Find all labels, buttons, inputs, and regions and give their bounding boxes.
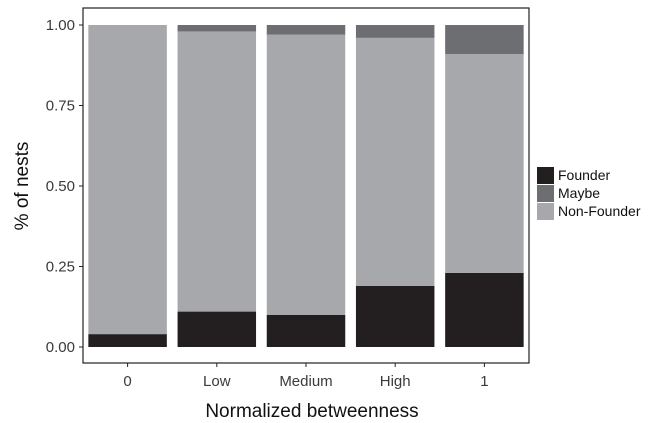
y-tick-label: 0.75 [46,98,75,115]
legend-key-founder [537,167,554,184]
bar-low-maybe [177,25,257,32]
legend-label-non-founder: Non-Founder [558,203,641,219]
x-tick-label-1: 1 [480,373,488,390]
x-axis: 0 Low Medium High 1 [123,363,489,390]
bar-1-founder [445,272,524,347]
bar-high-founder [355,285,435,347]
x-axis-title: Normalized betweenness [205,401,418,422]
bar-1-non-founder [445,53,524,273]
y-tick-label: 0.50 [46,178,75,195]
x-tick-label-medium: Medium [279,373,332,390]
bar-low-non-founder [177,31,257,312]
bar-high-maybe [355,25,435,38]
legend: Founder Maybe Non-Founder [537,167,641,220]
legend-key-maybe [537,185,554,202]
bar-medium-maybe [266,25,346,35]
legend-label-founder: Founder [558,167,610,183]
bars-group [88,25,524,347]
y-axis: 0.00 0.25 0.50 0.75 1.00 [46,17,83,356]
bar-medium-founder [266,314,346,347]
x-tick-label-low: Low [203,373,231,390]
bar-1-maybe [445,25,524,54]
y-tick-label: 0.00 [46,339,75,356]
x-tick-label-0: 0 [123,373,131,390]
bar-low-founder [177,311,257,347]
x-tick-label-high: High [380,373,411,390]
bar-0-non-founder [88,25,167,335]
legend-key-non-founder [537,203,554,220]
bar-high-non-founder [355,37,435,286]
bar-0-founder [88,334,167,347]
y-axis-title: % of nests [12,142,33,231]
bar-medium-non-founder [266,34,346,315]
y-tick-label: 0.25 [46,259,75,276]
y-tick-label: 1.00 [46,17,75,34]
legend-label-maybe: Maybe [558,185,600,201]
